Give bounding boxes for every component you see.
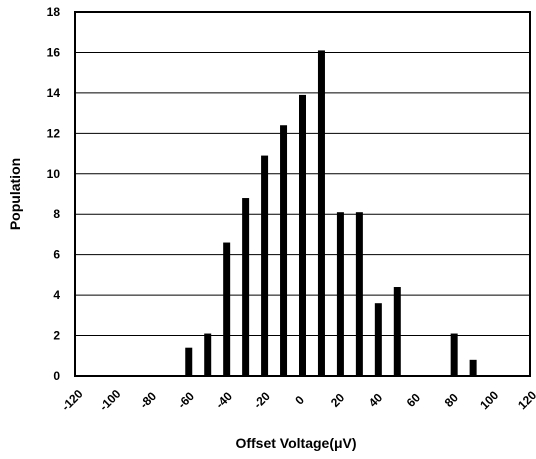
bar <box>374 303 382 376</box>
y-tick-label: 2 <box>53 329 60 343</box>
x-tick-label: 120 <box>515 388 536 412</box>
bar <box>317 50 325 377</box>
x-axis-label: Offset Voltage(μV) <box>235 435 356 451</box>
bar <box>261 155 269 376</box>
x-tick-label: -40 <box>213 389 235 411</box>
x-tick-label: 100 <box>477 388 501 412</box>
bar <box>280 125 288 376</box>
x-tick-label: -80 <box>137 389 159 411</box>
x-tick-label: -20 <box>251 389 273 411</box>
x-tick-label: -120 <box>59 387 86 414</box>
y-tick-label: 6 <box>53 248 60 262</box>
y-tick-label: 12 <box>47 126 61 140</box>
x-tick-label: 60 <box>404 390 424 410</box>
bar <box>185 347 193 376</box>
bar <box>469 359 477 376</box>
x-tick-label: -100 <box>97 387 124 414</box>
bar <box>393 287 401 376</box>
x-tick-label: -60 <box>175 389 197 411</box>
y-tick-label: 14 <box>47 86 61 100</box>
y-tick-labels: 0 2 4 6 8 10 12 14 16 18 <box>47 5 61 383</box>
bar <box>242 198 250 376</box>
x-tick-labels: -120 -100 -80 -60 -40 -20 0 20 40 60 80 100 120 <box>59 387 536 414</box>
bar <box>336 212 344 376</box>
bar <box>204 333 212 376</box>
y-tick-label: 4 <box>53 288 60 302</box>
y-tick-label: 18 <box>47 5 61 19</box>
bar <box>223 242 231 376</box>
bar <box>450 333 458 376</box>
y-tick-label: 10 <box>47 167 61 181</box>
bar <box>299 94 306 377</box>
x-tick-label: 40 <box>366 390 386 410</box>
bars <box>185 50 477 377</box>
y-axis-label: Population <box>7 158 23 230</box>
x-tick-label: 80 <box>442 390 462 410</box>
y-tick-label: 0 <box>53 369 60 383</box>
x-tick-label: 0 <box>292 393 307 408</box>
x-tick-label: 20 <box>328 390 348 410</box>
y-tick-label: 8 <box>53 207 60 221</box>
bar <box>355 212 363 376</box>
plot-frame <box>74 11 531 377</box>
y-tick-label: 16 <box>47 45 61 59</box>
